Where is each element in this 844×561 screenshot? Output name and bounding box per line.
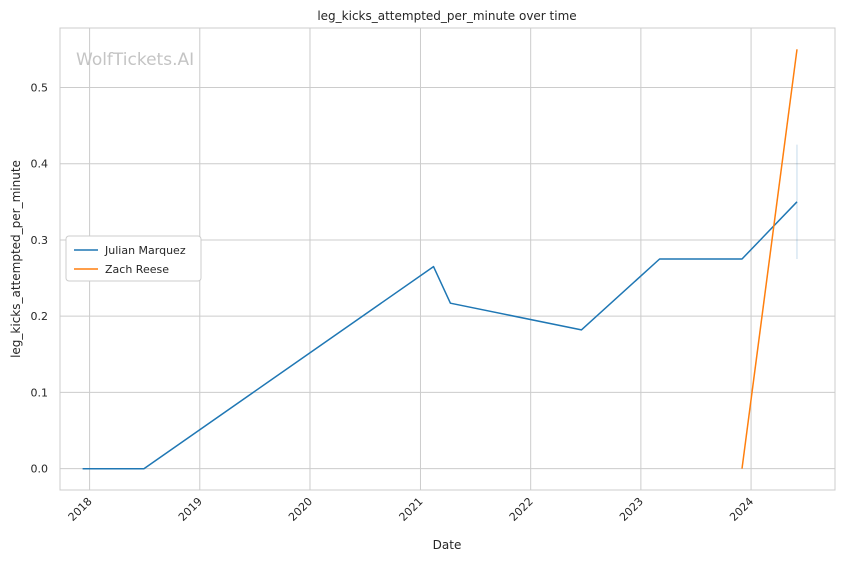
y-tick-label: 0.5 <box>31 81 49 94</box>
series-line <box>82 201 798 470</box>
y-tick-label: 0.0 <box>31 463 49 476</box>
legend-label: Zach Reese <box>105 263 169 276</box>
legend-box <box>65 235 202 282</box>
watermark: WolfTickets.AI <box>76 50 194 70</box>
series-lines <box>82 49 798 470</box>
y-tick-label: 0.4 <box>31 158 49 171</box>
x-axis-title: Date <box>433 538 462 552</box>
y-tick-label: 0.2 <box>31 310 49 323</box>
y-tick-label: 0.3 <box>31 234 49 247</box>
legend: Julian Marquez Zach Reese <box>65 235 202 282</box>
y-tick-label: 0.1 <box>31 386 49 399</box>
legend-label: Julian Marquez <box>104 244 186 257</box>
chart-title: leg_kicks_attempted_per_minute over time <box>317 9 576 23</box>
plot-frame <box>59 27 836 491</box>
y-axis-ticks: 0.0 0.1 0.2 0.3 0.4 0.5 <box>31 81 49 475</box>
y-axis-title: leg_kicks_attempted_per_minute <box>9 160 23 358</box>
series-line <box>741 49 798 469</box>
